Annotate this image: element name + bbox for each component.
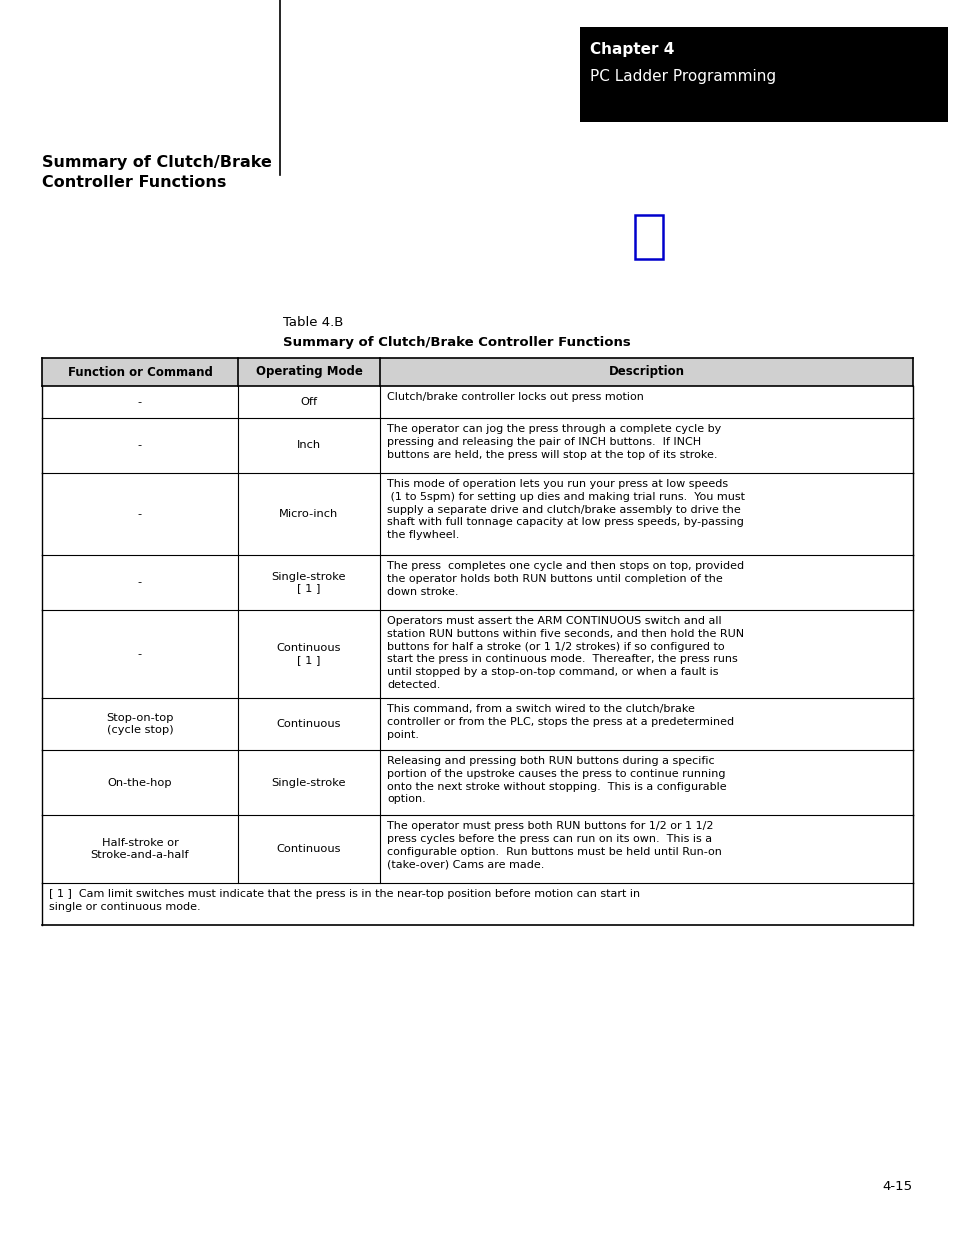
Text: Stop-on-top
(cycle stop): Stop-on-top (cycle stop) <box>106 713 173 735</box>
Text: Off: Off <box>300 396 317 408</box>
Text: Clutch/brake controller locks out press motion: Clutch/brake controller locks out press … <box>387 391 643 403</box>
Text: Table 4.B: Table 4.B <box>283 316 343 329</box>
Text: Operators must assert the ARM CONTINUOUS switch and all
station RUN buttons with: Operators must assert the ARM CONTINUOUS… <box>387 616 743 690</box>
Text: Half-stroke or
Stroke-and-a-half: Half-stroke or Stroke-and-a-half <box>91 839 189 860</box>
Text: Single-stroke
[ 1 ]: Single-stroke [ 1 ] <box>272 572 346 593</box>
Text: PC Ladder Programming: PC Ladder Programming <box>589 69 776 84</box>
Text: Releasing and pressing both RUN buttons during a specific
portion of the upstrok: Releasing and pressing both RUN buttons … <box>387 756 726 804</box>
Text: Controller Functions: Controller Functions <box>42 175 226 190</box>
Text: -: - <box>138 650 142 659</box>
Text: 4-15: 4-15 <box>882 1179 912 1193</box>
Text: The operator can jog the press through a complete cycle by
pressing and releasin: The operator can jog the press through a… <box>387 424 720 459</box>
Text: This command, from a switch wired to the clutch/brake
controller or from the PLC: This command, from a switch wired to the… <box>387 704 734 740</box>
Text: Summary of Clutch/Brake Controller Functions: Summary of Clutch/Brake Controller Funct… <box>283 336 630 350</box>
Bar <box>42 358 912 387</box>
Text: -: - <box>138 578 142 588</box>
Text: -: - <box>138 441 142 451</box>
Text: -: - <box>138 396 142 408</box>
Text: Continuous
[ 1 ]: Continuous [ 1 ] <box>276 643 341 664</box>
Bar <box>635 215 662 259</box>
Text: [ 1 ]  Cam limit switches must indicate that the press is in the near-top positi: [ 1 ] Cam limit switches must indicate t… <box>49 889 639 911</box>
Text: Continuous: Continuous <box>276 844 341 853</box>
Text: -: - <box>138 509 142 519</box>
Text: Operating Mode: Operating Mode <box>255 366 362 378</box>
Text: Description: Description <box>608 366 684 378</box>
Text: Continuous: Continuous <box>276 719 341 729</box>
Text: This mode of operation lets you run your press at low speeds
 (1 to 5spm) for se: This mode of operation lets you run your… <box>387 479 744 540</box>
Text: Inch: Inch <box>296 441 321 451</box>
Text: The press  completes one cycle and then stops on top, provided
the operator hold: The press completes one cycle and then s… <box>387 561 743 597</box>
Text: Chapter 4: Chapter 4 <box>589 42 674 57</box>
Bar <box>579 27 947 122</box>
Text: On-the-hop: On-the-hop <box>108 778 172 788</box>
Text: Single-stroke: Single-stroke <box>272 778 346 788</box>
Text: Micro-inch: Micro-inch <box>279 509 338 519</box>
Text: Function or Command: Function or Command <box>68 366 213 378</box>
Text: Summary of Clutch/Brake: Summary of Clutch/Brake <box>42 156 272 170</box>
Text: The operator must press both RUN buttons for 1/2 or 1 1/2
press cycles before th: The operator must press both RUN buttons… <box>387 821 721 869</box>
